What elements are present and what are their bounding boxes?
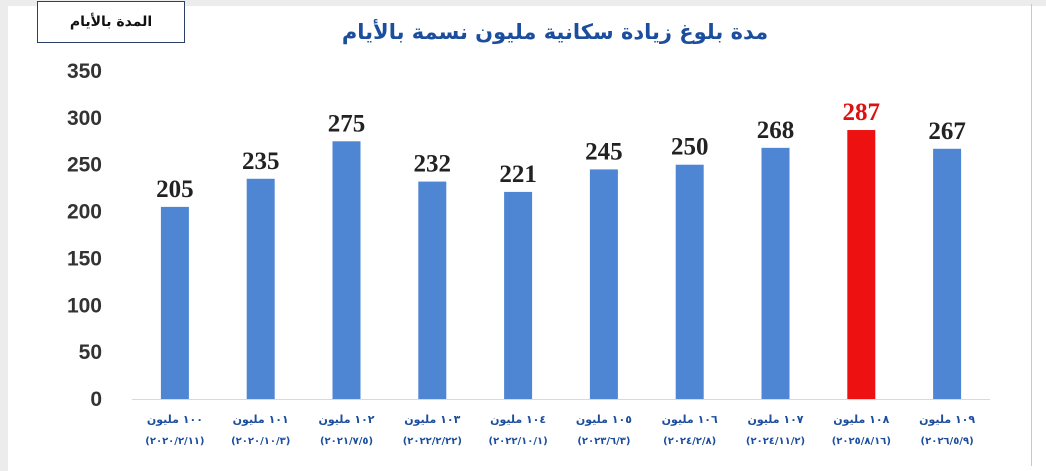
bar [418, 181, 447, 399]
y-tick-label: 250 [67, 154, 102, 177]
data-label: 268 [757, 117, 795, 144]
bar [589, 169, 618, 399]
y-tick-label: 0 [90, 388, 102, 411]
data-label: 235 [242, 148, 280, 175]
bar [160, 206, 189, 399]
x-tick-date: (٢٠٢٣/٦/٣) [577, 436, 630, 447]
x-tick-label: ١٠٦ مليون [662, 413, 718, 426]
x-tick-label: ١٠٨ مليون [833, 413, 889, 426]
x-tick-date: (٢٠٢٠/١٠/٣) [231, 436, 290, 447]
y-tick-label: 350 [67, 60, 102, 83]
y-tick-label: 100 [67, 294, 102, 317]
bar [675, 164, 704, 399]
y-tick-label: 300 [67, 107, 102, 130]
x-tick-label: ١٠١ مليون [233, 413, 289, 426]
data-label: 267 [928, 118, 966, 145]
top-border-strip [0, 0, 1046, 6]
bar [504, 191, 533, 399]
bar [761, 147, 790, 399]
x-tick-label: ١٠٠ مليون [147, 413, 203, 426]
x-tick-date: (٢٠٢٢/١٠/١) [489, 436, 548, 447]
x-tick-label: ١٠٧ مليون [747, 413, 803, 426]
x-tick-label: ١٠٣ مليون [404, 413, 460, 426]
x-tick-label: ١٠٩ مليون [919, 413, 975, 426]
x-tick-date: (٢٠٢٦/٥/٩) [921, 436, 974, 447]
data-label: 275 [328, 110, 366, 137]
y-axis-label: المدة بالأيام [37, 1, 185, 43]
right-border-rule [1031, 4, 1032, 466]
chart-title: مدة بلوغ زيادة سكانية مليون نسمة بالأيام [341, 20, 769, 44]
left-border-strip [0, 0, 8, 471]
data-label: 250 [671, 134, 709, 161]
x-tick-date: (٢٠٢٠/٢/١١) [145, 436, 204, 447]
y-tick-label: 50 [79, 341, 102, 364]
x-tick-label: ١٠٤ مليون [490, 413, 546, 426]
x-tick-date: (٢٠٢٥/٨/١٦) [832, 436, 891, 447]
y-tick-label: 200 [67, 201, 102, 224]
data-label: 232 [414, 151, 452, 178]
x-tick-date: (٢٠٢٤/١١/٢) [746, 436, 805, 447]
data-label: 245 [585, 138, 623, 165]
x-tick-date: (٢٠٢١/٧/٥) [320, 436, 373, 447]
bar [332, 141, 361, 400]
bar [246, 178, 275, 399]
x-tick-label: ١٠٢ مليون [318, 413, 374, 426]
x-tick-label: ١٠٥ مليون [576, 413, 632, 426]
bar [847, 130, 876, 400]
data-label: 221 [499, 161, 537, 188]
x-tick-date: (٢٠٢٢/٢/٢٢) [403, 436, 462, 447]
bar [933, 148, 962, 399]
data-label: 287 [843, 99, 881, 126]
y-tick-label: 150 [67, 247, 102, 270]
x-tick-date: (٢٠٢٤/٢/٨) [663, 436, 716, 447]
data-label: 205 [156, 176, 194, 203]
